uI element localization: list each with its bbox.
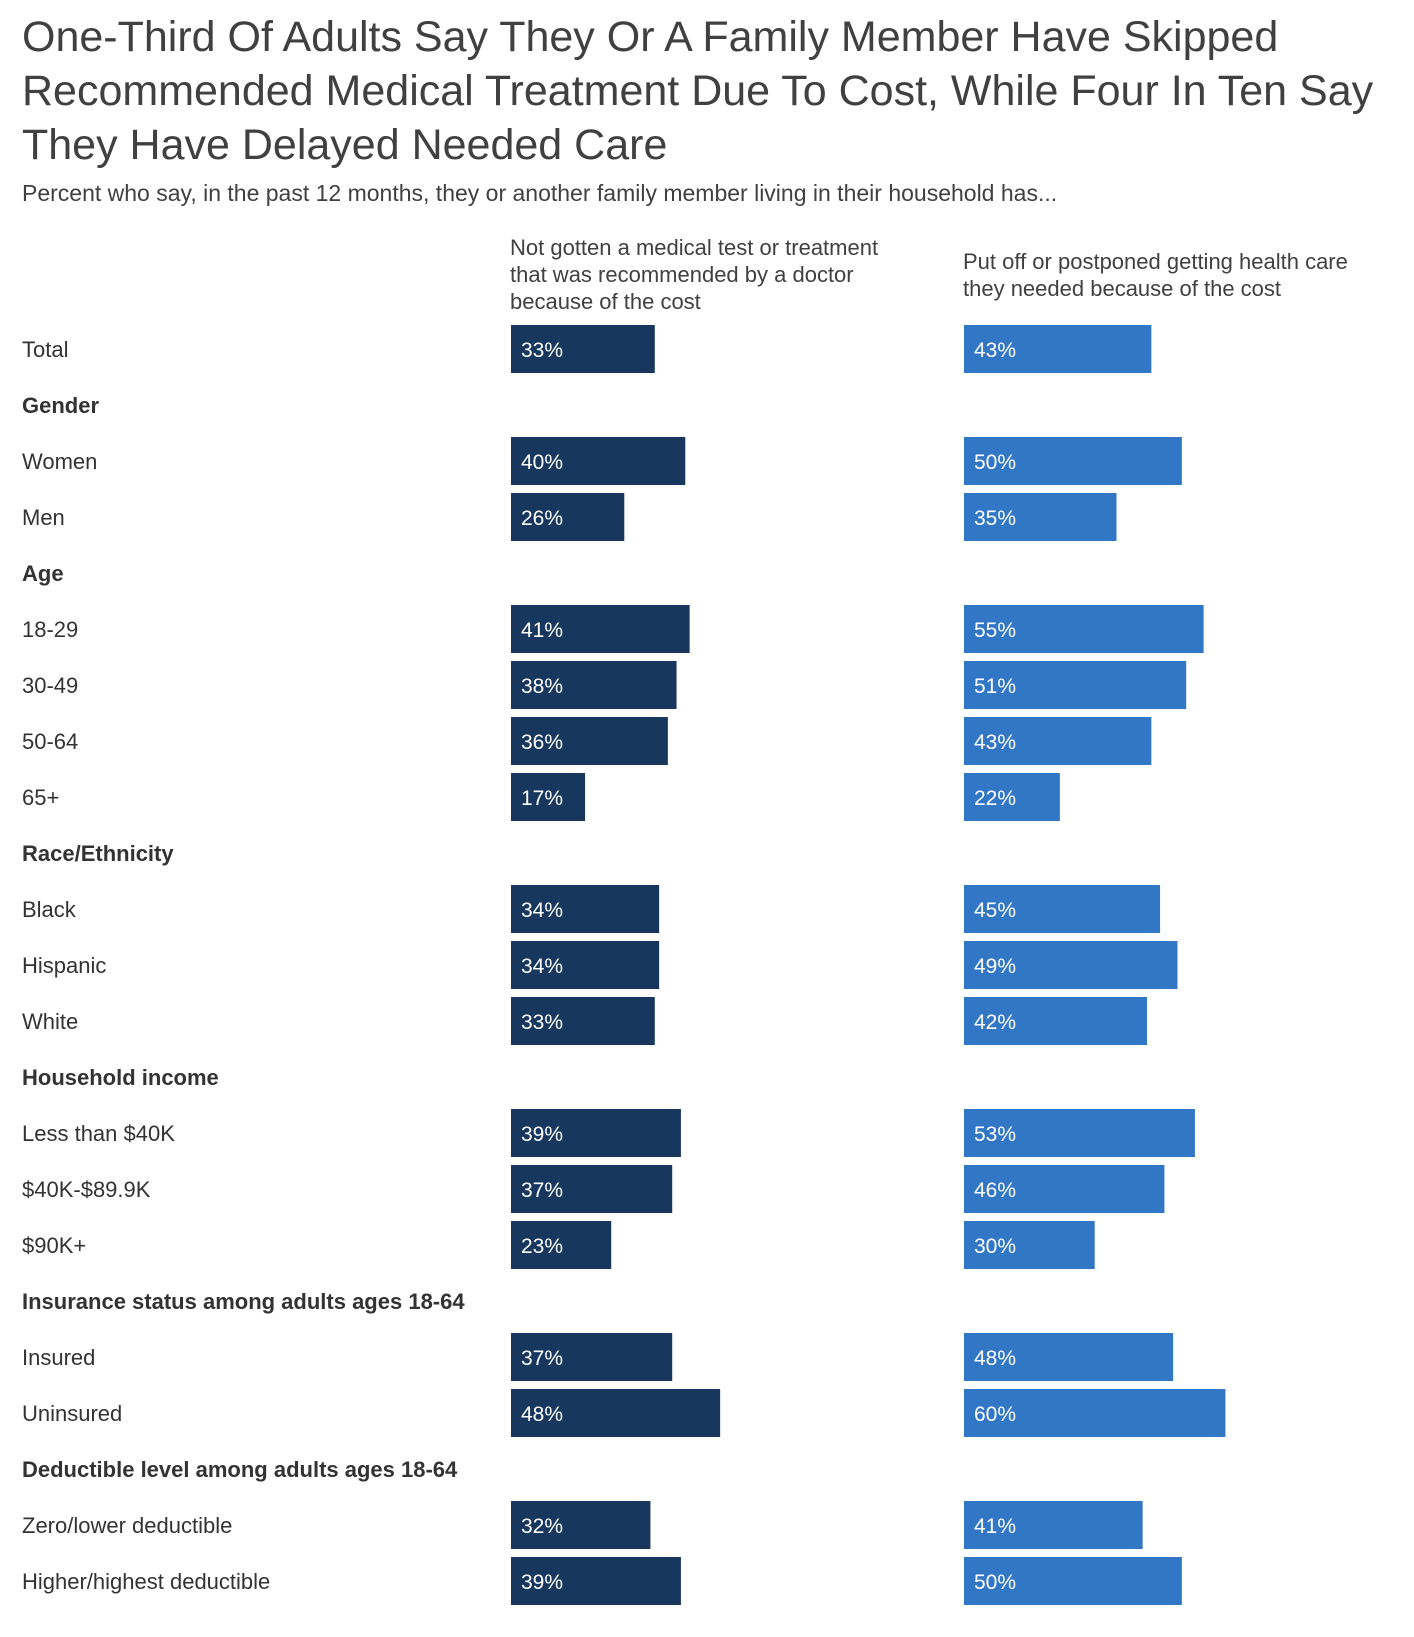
bar-value-label: 36%	[521, 731, 563, 754]
bar-value-label: 49%	[974, 955, 1016, 978]
bar-value-label: 48%	[974, 1347, 1016, 1370]
row-label: 50-64	[22, 729, 78, 754]
bar-series-1	[511, 325, 655, 373]
row-label: White	[22, 1009, 78, 1034]
bar-value-label: 40%	[521, 451, 563, 474]
group-label: Insurance status among adults ages 18-64	[22, 1289, 465, 1314]
bar-series-1	[511, 885, 660, 933]
row-label: 65+	[22, 785, 59, 810]
bar-series-2	[964, 1501, 1143, 1549]
row-label: Uninsured	[22, 1401, 122, 1426]
bar-series-1	[511, 717, 668, 765]
bar-value-label: 39%	[521, 1123, 563, 1146]
bar-series-2	[964, 885, 1161, 933]
bar-value-label: 48%	[521, 1403, 563, 1426]
group-label: Age	[22, 561, 64, 586]
bar-value-label: 43%	[974, 339, 1016, 362]
bar-series-2	[964, 661, 1187, 709]
bar-series-2	[964, 773, 1060, 821]
group-label: Race/Ethnicity	[22, 841, 174, 866]
row-label: Higher/highest deductible	[22, 1569, 270, 1594]
bar-series-1	[511, 1109, 681, 1157]
bar-value-label: 35%	[974, 507, 1016, 530]
bar-value-label: 34%	[521, 955, 563, 978]
bar-series-1	[511, 493, 625, 541]
bar-value-label: 23%	[521, 1235, 563, 1258]
row-label: Total	[22, 337, 68, 362]
bar-series-1	[511, 1333, 673, 1381]
bar-series-2	[964, 717, 1152, 765]
bar-series-1	[511, 1501, 651, 1549]
row-label: Less than $40K	[22, 1121, 175, 1146]
bar-value-label: 42%	[974, 1011, 1016, 1034]
row-label: Zero/lower deductible	[22, 1513, 232, 1538]
row-label: $90K+	[22, 1233, 86, 1258]
bar-value-label: 60%	[974, 1403, 1016, 1426]
bar-value-label: 38%	[521, 675, 563, 698]
bar-value-label: 22%	[974, 787, 1016, 810]
bar-series-1	[511, 773, 586, 821]
bar-value-label: 50%	[974, 451, 1016, 474]
group-label: Gender	[22, 393, 99, 418]
bar-series-1	[511, 1165, 673, 1213]
bar-series-2	[964, 1333, 1174, 1381]
bar-series-2	[964, 1557, 1182, 1605]
bar-value-label: 33%	[521, 339, 563, 362]
row-label: Black	[22, 897, 77, 922]
row-label: Men	[22, 505, 65, 530]
bar-value-label: 43%	[974, 731, 1016, 754]
bar-series-1	[511, 1221, 612, 1269]
series-2-header: Put off or postponed getting health care…	[963, 249, 1348, 301]
row-label: Women	[22, 449, 97, 474]
bar-series-2	[964, 1389, 1226, 1437]
bar-series-1	[511, 437, 686, 485]
bar-value-label: 39%	[521, 1571, 563, 1594]
bar-value-label: 17%	[521, 787, 563, 810]
bar-value-label: 33%	[521, 1011, 563, 1034]
bar-value-label: 34%	[521, 899, 563, 922]
series-1-header: Not gotten a medical test or treatment t…	[510, 235, 879, 314]
row-label: Hispanic	[22, 953, 106, 978]
bar-series-1	[511, 1389, 721, 1437]
row-label: 30-49	[22, 673, 78, 698]
group-label: Deductible level among adults ages 18-64	[22, 1457, 458, 1482]
bar-value-label: 51%	[974, 675, 1016, 698]
chart-title: One-Third Of Adults Say They Or A Family…	[22, 13, 1374, 169]
bar-series-1	[511, 605, 690, 653]
bar-value-label: 50%	[974, 1571, 1016, 1594]
bar-series-1	[511, 661, 677, 709]
bar-value-label: 26%	[521, 507, 563, 530]
bar-value-label: 45%	[974, 899, 1016, 922]
bar-series-2	[964, 997, 1147, 1045]
bar-value-label: 53%	[974, 1123, 1016, 1146]
group-label: Household income	[22, 1065, 219, 1090]
bar-value-label: 46%	[974, 1179, 1016, 1202]
bar-series-2	[964, 1109, 1195, 1157]
bar-value-label: 37%	[521, 1179, 563, 1202]
row-label: $40K-$89.9K	[22, 1177, 151, 1202]
bar-series-1	[511, 1557, 681, 1605]
bar-series-2	[964, 1165, 1165, 1213]
row-label: 18-29	[22, 617, 78, 642]
bar-series-2	[964, 605, 1204, 653]
chart-subtitle: Percent who say, in the past 12 months, …	[22, 180, 1058, 206]
bar-value-label: 55%	[974, 619, 1016, 642]
bar-series-1	[511, 997, 655, 1045]
bar-value-label: 41%	[521, 619, 563, 642]
bar-series-2	[964, 1221, 1095, 1269]
row-label: Insured	[22, 1345, 95, 1370]
bar-series-2	[964, 437, 1182, 485]
bar-series-1	[511, 941, 660, 989]
bar-series-2	[964, 941, 1178, 989]
bar-value-label: 32%	[521, 1515, 563, 1538]
bar-value-label: 30%	[974, 1235, 1016, 1258]
bar-series-2	[964, 493, 1117, 541]
bar-value-label: 41%	[974, 1515, 1016, 1538]
bar-value-label: 37%	[521, 1347, 563, 1370]
bar-series-2	[964, 325, 1152, 373]
